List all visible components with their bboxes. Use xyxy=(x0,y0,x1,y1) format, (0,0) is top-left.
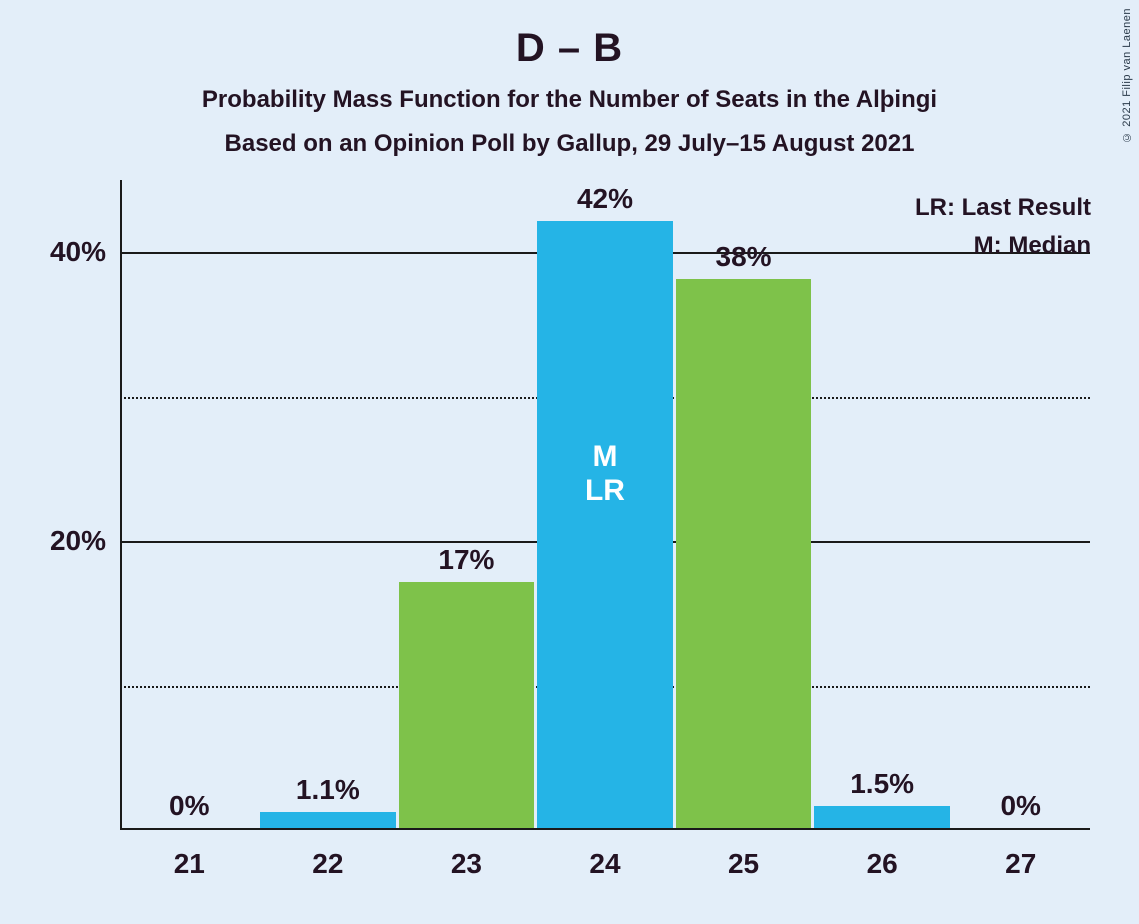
x-tick-label: 25 xyxy=(728,830,759,880)
bar: 17% xyxy=(399,582,535,828)
bar-value-label: 1.1% xyxy=(296,774,360,806)
x-tick-label: 21 xyxy=(174,830,205,880)
bar-inner-label: MLR xyxy=(585,440,625,509)
plot-area: 20%40%0%1.1%17%42%MLR38%1.5%0%2122232425… xyxy=(120,180,1090,830)
y-tick-label: 20% xyxy=(50,525,120,557)
bar-value-label: 1.5% xyxy=(850,768,914,800)
x-tick-label: 26 xyxy=(867,830,898,880)
bar-value-label: 42% xyxy=(577,183,633,215)
copyright-text: © 2021 Filip van Laenen xyxy=(1121,8,1133,143)
bar-value-label: 17% xyxy=(438,544,494,576)
bar-value-label: 38% xyxy=(716,241,772,273)
bar-value-label: 0% xyxy=(169,790,209,822)
y-axis-line xyxy=(120,180,122,830)
legend-m: M: Median xyxy=(974,232,1091,260)
bar: 1.5% xyxy=(814,806,950,828)
x-tick-label: 22 xyxy=(312,830,343,880)
legend-lr: LR: Last Result xyxy=(915,194,1091,222)
bar: 38% xyxy=(676,279,812,828)
x-tick-label: 24 xyxy=(589,830,620,880)
x-tick-label: 23 xyxy=(451,830,482,880)
chart-subtitle-2: Based on an Opinion Poll by Gallup, 29 J… xyxy=(0,130,1139,158)
bar-value-label: 0% xyxy=(1000,790,1040,822)
chart-container: D – B Probability Mass Function for the … xyxy=(0,0,1139,924)
chart-title: D – B xyxy=(0,26,1139,71)
y-tick-label: 40% xyxy=(50,236,120,268)
bar: 42%MLR xyxy=(537,221,673,828)
bar: 1.1% xyxy=(260,812,396,828)
chart-subtitle-1: Probability Mass Function for the Number… xyxy=(0,86,1139,114)
x-tick-label: 27 xyxy=(1005,830,1036,880)
